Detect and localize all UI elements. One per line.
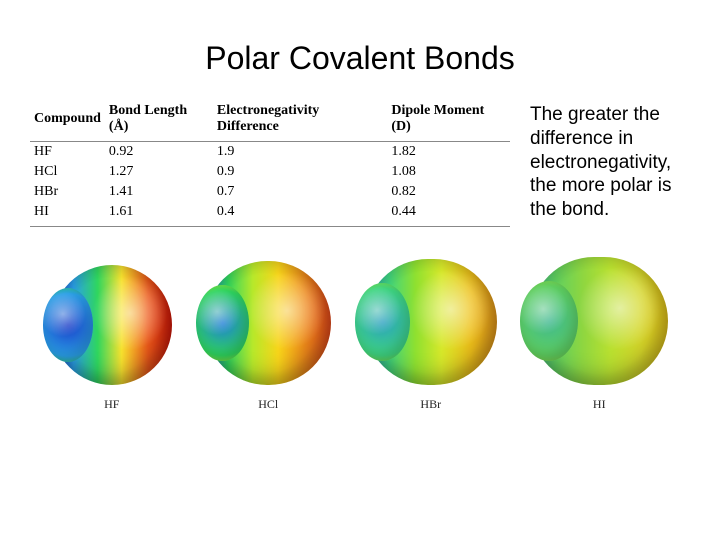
- cell-compound: HBr: [30, 182, 105, 202]
- table-row: HBr 1.41 0.7 0.82: [30, 182, 510, 202]
- molecule-hi: HI: [530, 257, 668, 412]
- cell-dipole: 1.82: [387, 142, 510, 163]
- molecule-surface: [365, 259, 497, 385]
- molecule-surface: [52, 265, 172, 385]
- data-table-wrap: Compound Bond Length (Å) Electronegativi…: [30, 97, 510, 227]
- cell-bond-length: 1.27: [105, 162, 213, 182]
- cell-dipole: 0.44: [387, 202, 510, 227]
- col-bond-length: Bond Length (Å): [105, 97, 213, 142]
- table-row: HF 0.92 1.9 1.82: [30, 142, 510, 163]
- molecule-label: HCl: [258, 397, 278, 412]
- hydrogen-lobe: [520, 281, 578, 360]
- hydrogen-lobe: [43, 288, 93, 362]
- cell-bond-length: 1.41: [105, 182, 213, 202]
- data-table: Compound Bond Length (Å) Electronegativi…: [30, 97, 510, 227]
- table-row: HI 1.61 0.4 0.44: [30, 202, 510, 227]
- content-row: Compound Bond Length (Å) Electronegativi…: [0, 97, 720, 227]
- col-dipole: Dipole Moment (D): [387, 97, 510, 142]
- cell-dipole: 0.82: [387, 182, 510, 202]
- cell-electronegativity: 0.7: [213, 182, 388, 202]
- hydrogen-lobe: [196, 285, 249, 362]
- molecule-hbr: HBr: [365, 259, 497, 412]
- molecule-hcl: HCl: [205, 261, 331, 412]
- cell-compound: HCl: [30, 162, 105, 182]
- molecule-surface: [205, 261, 331, 385]
- molecule-label: HF: [104, 397, 119, 412]
- cell-compound: HI: [30, 202, 105, 227]
- molecule-label: HBr: [420, 397, 441, 412]
- cell-electronegativity: 1.9: [213, 142, 388, 163]
- hydrogen-lobe: [355, 283, 410, 361]
- cell-electronegativity: 0.9: [213, 162, 388, 182]
- cell-dipole: 1.08: [387, 162, 510, 182]
- cell-compound: HF: [30, 142, 105, 163]
- cell-electronegativity: 0.4: [213, 202, 388, 227]
- molecule-hf: HF: [52, 265, 172, 412]
- cell-bond-length: 0.92: [105, 142, 213, 163]
- explanation-text: The greater the difference in electroneg…: [510, 97, 700, 227]
- molecules-row: HF HCl HBr HI: [0, 227, 720, 412]
- cell-bond-length: 1.61: [105, 202, 213, 227]
- col-compound: Compound: [30, 97, 105, 142]
- col-electronegativity: Electronegativity Difference: [213, 97, 388, 142]
- table-row: HCl 1.27 0.9 1.08: [30, 162, 510, 182]
- page-title: Polar Covalent Bonds: [0, 0, 720, 97]
- molecule-label: HI: [593, 397, 606, 412]
- molecule-surface: [530, 257, 668, 385]
